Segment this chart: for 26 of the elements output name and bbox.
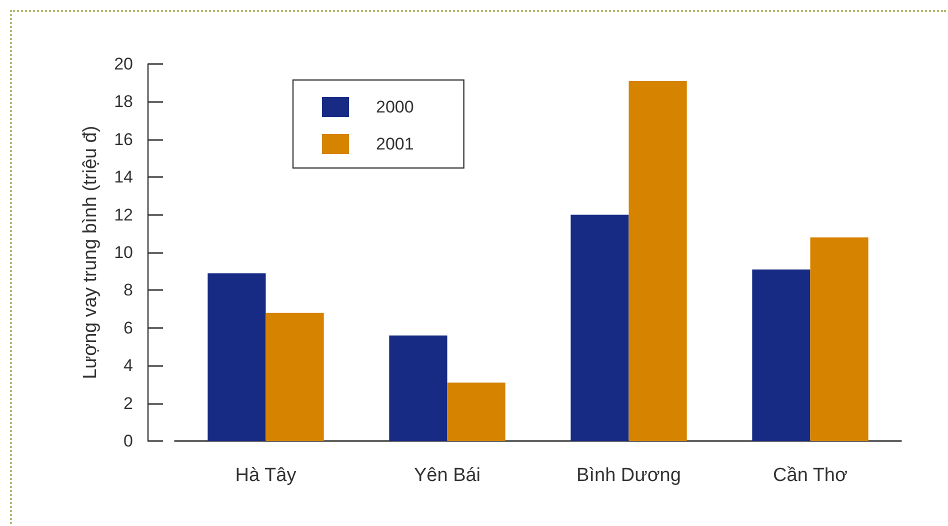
y-tick-label: 10 <box>114 243 133 262</box>
bar <box>570 214 629 441</box>
y-tick-label: 16 <box>114 130 133 149</box>
bar <box>810 237 868 441</box>
legend-label: 2001 <box>376 134 414 154</box>
bar <box>389 335 448 441</box>
bar <box>447 382 506 441</box>
y-tick-label: 8 <box>124 280 133 300</box>
y-tick-label: 4 <box>124 356 133 376</box>
bar <box>208 273 266 441</box>
bar <box>752 269 810 441</box>
y-tick-label: 6 <box>124 318 133 338</box>
bar <box>266 312 324 441</box>
y-tick-label: 2 <box>124 394 133 413</box>
y-tick-label: 18 <box>114 92 133 112</box>
y-tick-label: 14 <box>114 168 133 187</box>
x-tick-label: Hà Tây <box>235 465 297 486</box>
y-axis-title: Lượng vay trung bình (triệu đ) <box>80 126 101 380</box>
y-tick-label: 0 <box>124 432 133 450</box>
y-tick-label: 12 <box>114 205 133 224</box>
y-tick-label: 20 <box>114 54 133 74</box>
legend-label: 2000 <box>376 98 414 116</box>
x-tick-label: Bình Dương <box>576 465 681 486</box>
bar <box>628 80 687 441</box>
x-tick-label: Yên Bái <box>414 465 481 486</box>
x-tick-label: Cần Thơ <box>773 465 848 486</box>
